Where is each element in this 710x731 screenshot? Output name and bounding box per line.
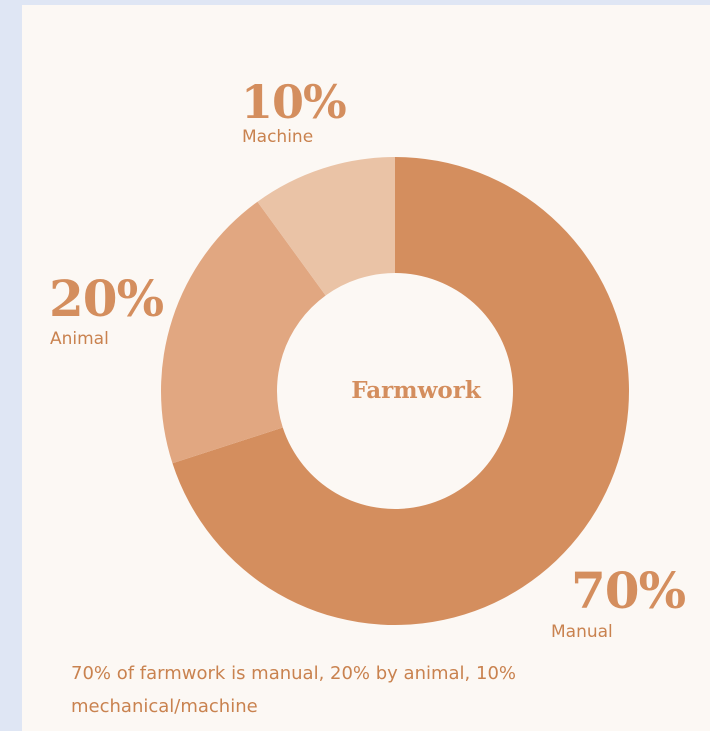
label-manual-name: Manual xyxy=(551,622,613,642)
slice-animal xyxy=(161,201,326,464)
slice-manual xyxy=(172,157,630,625)
chart-caption: 70% of farmwork is manual, 20% by animal… xyxy=(71,663,517,717)
slice-machine xyxy=(257,157,395,296)
label-animal-percent: 20% xyxy=(49,269,164,328)
donut-center-title: Farmwork xyxy=(351,377,481,404)
label-machine-percent: 10% xyxy=(241,75,347,129)
chart-card: 10% Machine 20% Animal 70% Manual Farmwo… xyxy=(22,5,710,731)
label-animal-name: Animal xyxy=(50,329,109,349)
donut-chart xyxy=(161,157,630,625)
label-manual-percent: 70% xyxy=(571,561,686,620)
label-machine-name: Machine xyxy=(242,127,314,147)
